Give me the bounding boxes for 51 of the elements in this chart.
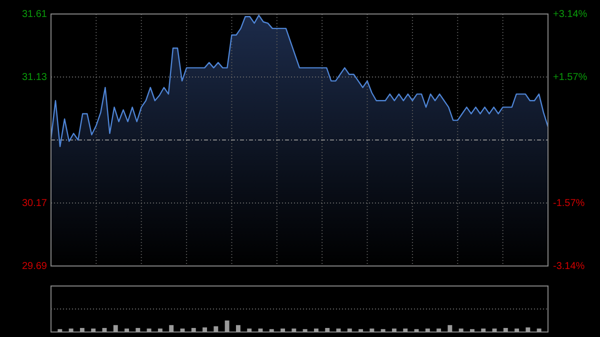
y2-tick-label: +3.14% xyxy=(553,9,588,20)
bar xyxy=(202,327,208,332)
bar xyxy=(224,320,230,332)
bar xyxy=(91,328,96,332)
bar xyxy=(214,326,218,332)
bar xyxy=(425,328,430,332)
bar xyxy=(80,328,84,332)
bar xyxy=(247,328,252,332)
bar xyxy=(358,329,364,332)
bar xyxy=(526,327,530,332)
bar xyxy=(124,328,130,332)
bar xyxy=(158,328,162,332)
y2-tick-label: -3.14% xyxy=(553,261,585,272)
y-tick-label: 31.13 xyxy=(22,72,48,84)
bar xyxy=(113,325,118,332)
bar xyxy=(458,328,464,332)
bar xyxy=(302,329,308,332)
bar xyxy=(258,328,263,332)
bar xyxy=(58,329,62,332)
bar xyxy=(492,328,497,332)
bar xyxy=(481,328,486,332)
bar xyxy=(370,328,374,332)
bar xyxy=(392,328,396,332)
bar xyxy=(470,329,474,332)
bar xyxy=(448,325,452,332)
bar xyxy=(236,325,240,332)
bar xyxy=(403,328,408,332)
bar xyxy=(536,328,542,332)
bar xyxy=(325,328,330,332)
bar xyxy=(180,328,185,332)
bar xyxy=(68,328,74,332)
y2-tick-label: -1.57% xyxy=(553,198,585,210)
y-tick-label: 31.61 xyxy=(22,9,48,20)
bar xyxy=(146,328,152,332)
bar xyxy=(136,328,140,332)
bar xyxy=(380,329,386,332)
bar xyxy=(292,328,296,332)
bar xyxy=(169,325,174,332)
bar xyxy=(314,328,318,332)
bar xyxy=(269,329,274,332)
y-tick-label: 30.17 xyxy=(22,198,48,210)
bar xyxy=(436,328,442,332)
bar xyxy=(191,328,196,332)
bar xyxy=(503,328,508,332)
bar xyxy=(514,328,520,332)
y-tick-label: 29.69 xyxy=(22,261,48,272)
bar xyxy=(347,328,352,332)
bar xyxy=(280,328,286,332)
bar xyxy=(414,329,419,332)
bar xyxy=(336,328,341,332)
y2-tick-label: +1.57% xyxy=(553,72,588,84)
